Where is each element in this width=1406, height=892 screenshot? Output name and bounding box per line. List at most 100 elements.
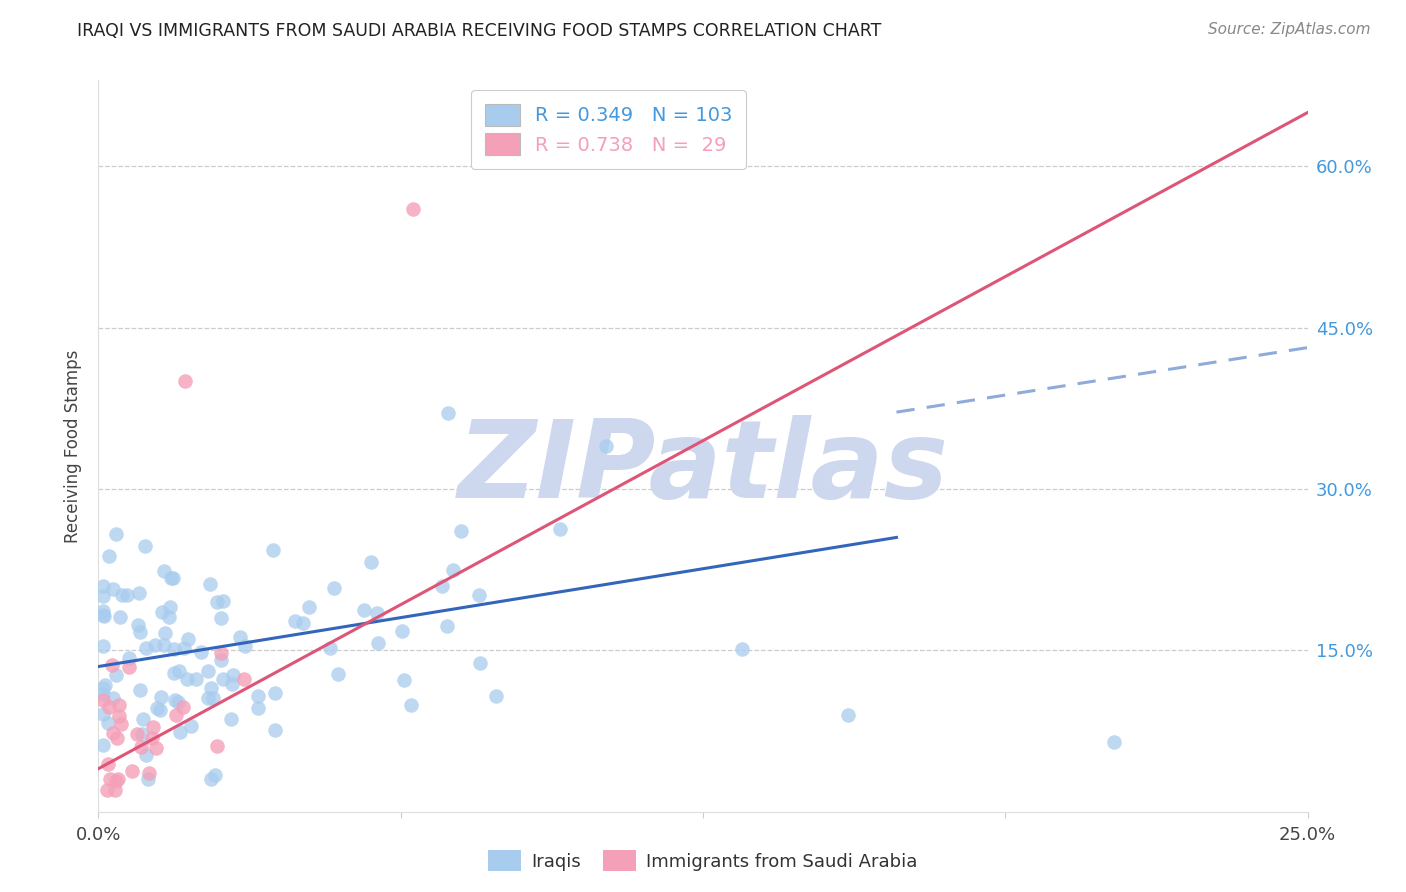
- Point: [108, 610, 131, 624]
- Point: [262, 543, 284, 558]
- Point: [152, 638, 174, 652]
- Point: [292, 615, 315, 630]
- Point: [162, 571, 184, 585]
- Point: [93, 608, 115, 623]
- Point: [595, 439, 617, 453]
- Point: [391, 624, 413, 639]
- Point: [127, 726, 149, 740]
- Point: [91, 604, 114, 618]
- Point: [284, 614, 307, 628]
- Point: [184, 672, 207, 686]
- Point: [101, 658, 124, 673]
- Point: [468, 588, 491, 602]
- Point: [153, 626, 176, 640]
- Point: [233, 639, 256, 653]
- Point: [91, 693, 114, 707]
- Point: [101, 725, 124, 739]
- Point: [322, 581, 344, 595]
- Point: [138, 766, 160, 780]
- Point: [197, 664, 219, 678]
- Point: [91, 681, 114, 695]
- Point: [298, 600, 321, 615]
- Point: [837, 707, 859, 722]
- Point: [134, 641, 156, 656]
- Point: [366, 607, 388, 621]
- Point: [97, 700, 120, 714]
- Point: [150, 605, 173, 619]
- Point: [104, 783, 127, 797]
- Point: [105, 731, 128, 746]
- Point: [197, 691, 219, 706]
- Point: [328, 666, 350, 681]
- Point: [91, 640, 114, 654]
- Point: [97, 756, 120, 771]
- Point: [264, 723, 287, 737]
- Point: [205, 594, 228, 608]
- Point: [169, 724, 191, 739]
- Point: [167, 665, 190, 679]
- Point: [91, 706, 114, 721]
- Point: [108, 698, 131, 712]
- Point: [128, 683, 150, 698]
- Point: [209, 653, 232, 667]
- Point: [353, 602, 375, 616]
- Point: [153, 564, 176, 578]
- Point: [172, 699, 194, 714]
- Point: [174, 375, 197, 389]
- Point: [162, 641, 184, 656]
- Point: [441, 563, 464, 577]
- Point: [204, 768, 226, 782]
- Point: [129, 739, 152, 754]
- Point: [132, 712, 155, 726]
- Point: [117, 650, 139, 665]
- Point: [548, 522, 571, 536]
- Point: [127, 617, 149, 632]
- Point: [211, 646, 233, 660]
- Legend: R = 0.349   N = 103, R = 0.738   N =  29: R = 0.349 N = 103, R = 0.738 N = 29: [471, 90, 747, 169]
- Point: [190, 645, 212, 659]
- Point: [430, 579, 453, 593]
- Point: [118, 660, 141, 674]
- Point: [107, 709, 129, 723]
- Point: [263, 686, 285, 700]
- Point: [94, 678, 117, 692]
- Point: [402, 202, 425, 217]
- Point: [96, 783, 118, 797]
- Point: [233, 672, 256, 686]
- Point: [111, 588, 134, 602]
- Point: [91, 579, 114, 593]
- Point: [173, 640, 195, 655]
- Point: [98, 549, 121, 563]
- Point: [360, 555, 382, 569]
- Point: [97, 716, 120, 731]
- Point: [91, 738, 114, 752]
- Point: [159, 599, 181, 614]
- Point: [166, 695, 188, 709]
- Point: [100, 772, 122, 787]
- Point: [141, 731, 163, 745]
- Text: IRAQI VS IMMIGRANTS FROM SAUDI ARABIA RECEIVING FOOD STAMPS CORRELATION CHART: IRAQI VS IMMIGRANTS FROM SAUDI ARABIA RE…: [77, 22, 882, 40]
- Point: [136, 772, 159, 787]
- Point: [731, 642, 754, 657]
- Point: [219, 712, 242, 726]
- Point: [115, 588, 138, 602]
- Point: [107, 772, 129, 787]
- Text: ZIPatlas: ZIPatlas: [457, 415, 949, 521]
- Point: [104, 668, 127, 682]
- Point: [165, 693, 187, 707]
- Point: [437, 407, 460, 421]
- Point: [468, 656, 491, 670]
- Point: [160, 571, 183, 585]
- Point: [450, 524, 472, 538]
- Point: [180, 719, 202, 733]
- Point: [200, 772, 222, 787]
- Point: [436, 619, 458, 633]
- Point: [131, 727, 153, 741]
- Point: [201, 690, 224, 705]
- Point: [211, 594, 233, 608]
- Point: [134, 540, 156, 554]
- Point: [129, 625, 152, 640]
- Point: [246, 700, 269, 714]
- Point: [157, 610, 180, 624]
- Point: [399, 698, 422, 712]
